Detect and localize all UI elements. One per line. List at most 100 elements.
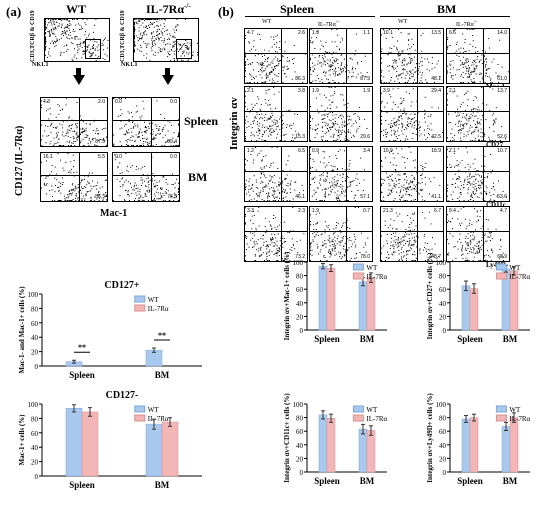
y-tick-label: 0 [300,469,304,477]
panel-a-wt-header: WT [66,2,87,16]
quad-ur: 2.0 [98,99,105,105]
quad-spleen-wt: 4.3 2.0 87.5 [40,97,108,147]
scatter-dots [310,29,368,83]
y-tick-label: 20 [296,313,304,321]
legend-label-ko: IL-7Rα [366,273,387,281]
quad-ul: 16.1 [43,154,53,160]
y-tick-label: 0 [443,327,447,335]
quad-ul: 21.3 [383,208,393,214]
scatter-dots [447,207,504,261]
x-tick-label: Spleen [69,370,95,380]
bar-IL-7Rα-Spleen [81,411,99,477]
col-header-bm-underline [380,16,510,17]
scatter-dots [245,87,299,141]
bar-WT-BM [358,281,368,331]
y-tick-label: 0 [443,469,447,477]
quad-lr: 57.1 [360,194,370,200]
x-tick-label: Spleen [69,480,95,490]
scatter-dots [381,211,440,261]
scatter-ko-gating [133,18,199,62]
y-tick-label: 20 [439,313,447,321]
y-tick-label: 0 [35,363,39,371]
quad-bm-wt: 16.1 5.5 56.3 [40,152,108,202]
scatter-row1-col2: 3.9 29.4 42.5 [380,86,444,142]
x-tick-label: BM [503,476,518,486]
y-tick-label: 60 [31,320,39,328]
y-axis-label: Mac-1- and Mac-1+ cells (%) [18,286,26,374]
quad-ul: 4.3 [43,99,50,105]
bar-WT-Spleen [461,285,471,331]
scatter-dots [310,147,365,201]
scatter-dots [134,19,198,61]
down-arrow-stem [165,68,170,76]
gate-box [176,39,192,59]
row-marker-1: CD27 [486,141,504,149]
quad-lr: 89.4 [167,139,177,145]
bar-IL-7Rα-Spleen [469,288,479,331]
x-tick-label: Spleen [457,334,483,344]
quad-ur: 3.8 [298,88,305,94]
y-tick-label: 0 [300,327,304,335]
y-tick-label: 60 [439,428,447,436]
quad-lr: 48.1 [431,76,441,82]
quad-ur: 0.7 [363,208,370,214]
quad-lr: 86.3 [295,76,305,82]
quad-ur: 2.3 [298,208,305,214]
legend-label-wt: WT [366,406,378,414]
quad-ul: 3.3 [247,208,254,214]
y-tick-label: 100 [28,401,39,409]
panel-a-letter: (a) [6,4,22,19]
quad-lr: 61.0 [497,76,507,82]
quad-lr: 56.3 [95,194,105,200]
col-header-bm: BM [437,2,457,16]
scatter-wt-gating [44,18,110,62]
y-tick-label: 80 [31,305,39,313]
quad-ul: 1.9 [312,88,319,94]
quad-lr: 42.5 [431,134,441,140]
scatter-dots [45,19,109,61]
quad-lr: 87.9 [360,76,370,82]
col-header-spleen-underline [245,16,375,17]
y-tick-label: 40 [296,300,304,308]
y-tick-label: 100 [436,401,447,409]
legend-label-wt: WT [148,296,160,304]
scatter-row0-col3: 6.6 14.0 61.0 [446,28,510,84]
legend-swatch-ko [495,414,507,422]
x-tick-label: BM [503,334,518,344]
quad-lr: 52.6 [497,134,507,140]
scatter-row3-col0: 3.3 2.3 73.2 [244,206,308,262]
y-tick-label: 100 [28,291,39,299]
quad-spleen-ko: 0.0 0.0 89.4 [112,97,180,147]
quad-ul: 10.1 [383,30,393,36]
y-tick-label: 60 [296,428,304,436]
y-tick-label: 40 [439,300,447,308]
scatter-row3-col2: 21.3 6.7 48.7 [380,206,444,262]
quad-ur: 1.9 [363,88,370,94]
legend-label-ko: IL-7Rα [148,415,169,423]
bar-WT-BM [358,428,368,473]
scatter-dots [245,147,304,201]
scatter-dots [447,87,506,141]
y-tick-label: 40 [31,334,39,342]
x-tick-label: BM [360,476,375,486]
bar-IL-7Rα-BM [509,417,519,473]
quad-ur: 4.7 [500,208,507,214]
panel-b-ylabel: Integrin αv [228,97,240,150]
scatter-row0-col2: 10.1 13.5 48.1 [380,28,444,84]
quad-ur: 0.0 [170,99,177,105]
x-tick-label: Spleen [457,476,483,486]
scatter-dots [447,29,509,83]
quad-ul: 1.2 [247,148,254,154]
sub-header-ko-1: IL-7Rα-/- [318,19,340,28]
y-axis-label: Integrin αv+Mac-1+ cells (%) [283,251,291,340]
quad-ur: 13.7 [497,88,507,94]
quad-ur: 1.1 [363,30,370,36]
y-axis-label: Integrin αv+CD27+ cells (%) [426,252,434,339]
quad-ul: 7.1 [449,148,456,154]
significance-marker: ** [78,343,86,352]
bar-IL-7Rα-Spleen [469,417,479,473]
y-tick-label: 20 [439,455,447,463]
row-label-bm: BM [188,170,208,184]
y-axis-label: Integrin αv+Ly49D+ cells (%) [426,393,434,483]
mid-ylabel: CD127 (IL-7Rα) [14,125,25,196]
